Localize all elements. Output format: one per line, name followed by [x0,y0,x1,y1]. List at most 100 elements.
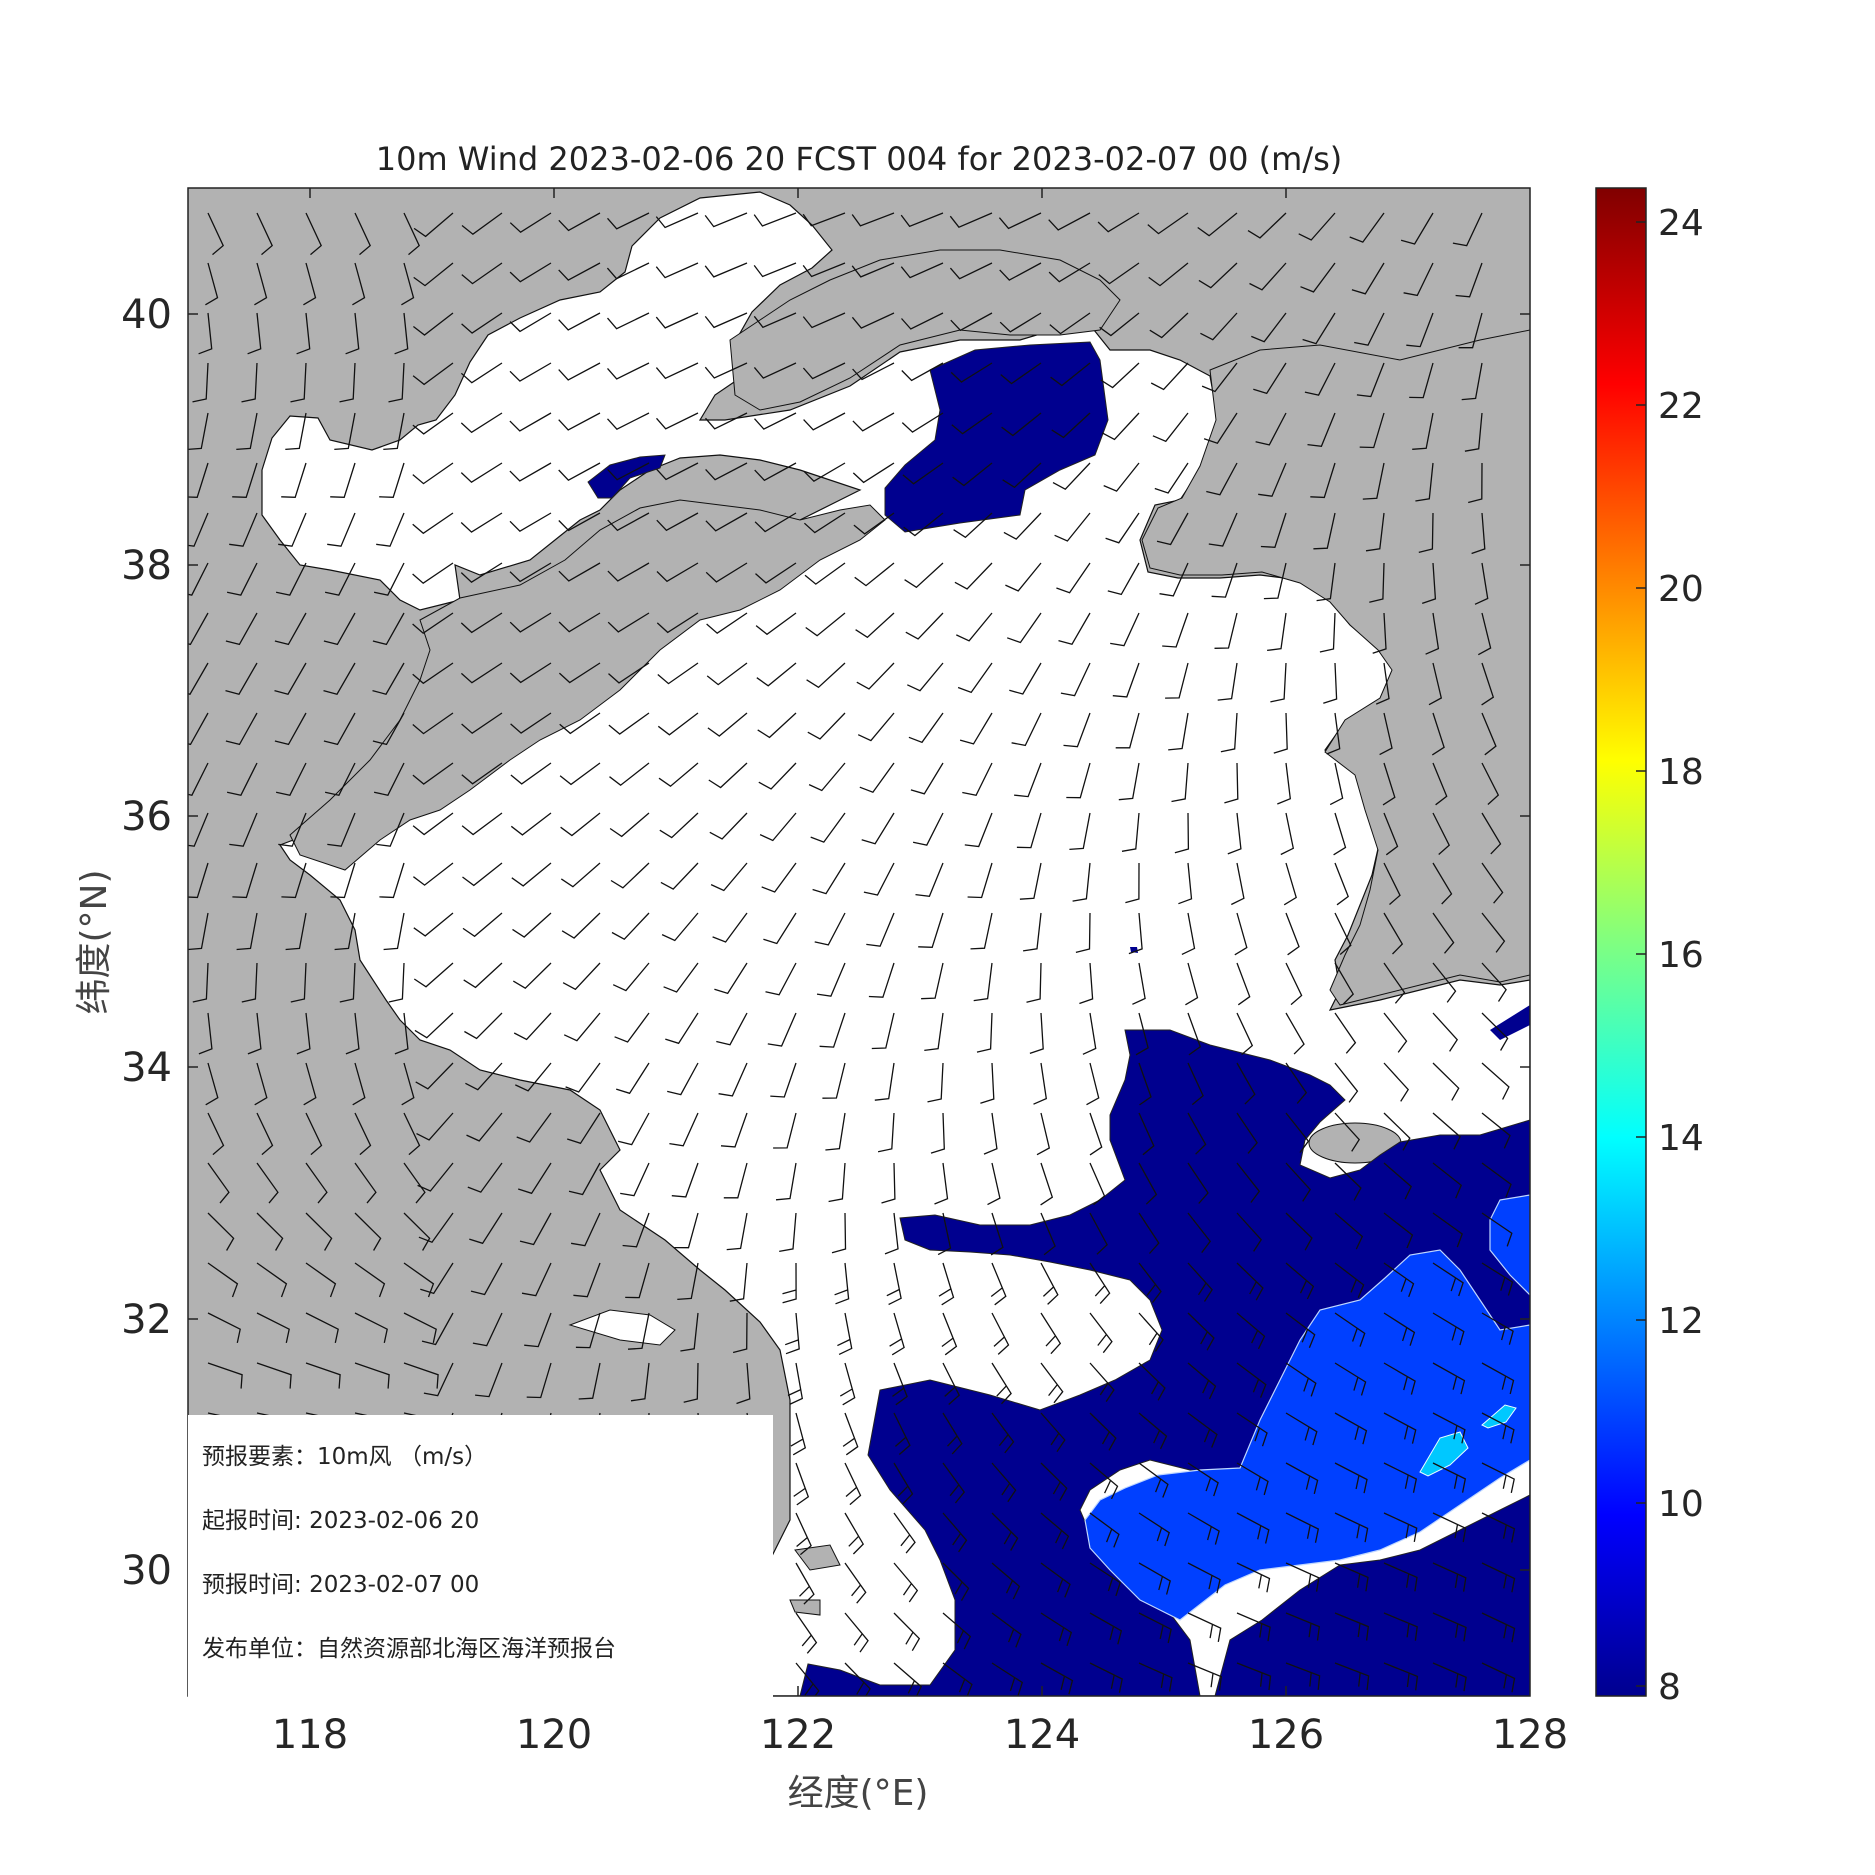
wind-barb [334,412,356,451]
wind-barb [1307,412,1336,448]
wind-barb [706,612,748,635]
wind-barb [1089,1512,1120,1548]
wind-barb [1334,1162,1362,1201]
wind-barb [403,1112,421,1156]
wind-barb [1334,1612,1370,1641]
wind-barb [704,312,748,329]
wind-barb [942,1412,963,1455]
wind-barb [814,912,846,946]
wind-barb [1383,1412,1417,1444]
wind-barb [881,1162,896,1204]
wind-barb [1334,1062,1359,1103]
wind-barb [1236,962,1251,1006]
wind-barb [617,1112,650,1146]
wind-barb [904,562,944,589]
wind-barb [787,1362,804,1405]
wind-barb [509,512,552,533]
wind-barb [334,912,356,951]
wind-barb [461,212,503,236]
wind-barb [1458,312,1483,349]
wind-barb [1481,1612,1516,1643]
wind-barb [1481,1362,1515,1395]
wind-barb [565,1062,601,1093]
wind-barb [275,762,307,796]
wind-barb [976,1012,993,1053]
wind-barb [1187,1062,1204,1106]
wind-barb [1481,1012,1509,1051]
wind-barb [852,412,895,432]
wind-barb [372,662,405,695]
wind-barb [677,1262,699,1301]
wind-barb [671,1162,699,1198]
wind-barb [1365,512,1385,552]
wind-barb [1351,262,1385,295]
wind-barb [1412,412,1434,450]
wind-barb [376,812,405,847]
wind-barb [1171,762,1189,803]
wind-barb [296,312,311,355]
wind-barb [188,412,209,451]
liaodong-land [729,249,1121,411]
wind-barb [1121,812,1140,852]
wind-barb [373,762,405,796]
wind-barb [413,862,454,886]
wind-barb [413,262,454,287]
wind-barb [1383,812,1399,856]
wind-barb [412,462,454,485]
wind-barb [466,1112,503,1142]
wind-barb [1270,662,1287,703]
wind-barb [1334,962,1355,1005]
wind-barb [1285,1612,1321,1641]
wind-barb [837,1312,853,1355]
wind-barb [1432,1262,1464,1297]
wind-barb [991,1512,1019,1551]
wind-barb [755,612,797,636]
wind-barb [607,562,650,582]
wind-barb [893,1612,921,1652]
wind-barb [1187,1112,1207,1155]
wind-barb [607,462,650,481]
wind-barb [828,1162,846,1203]
wind-barb [524,1312,552,1348]
wind-barb [1298,212,1336,241]
wind-barb [1110,612,1140,647]
wind-barb [403,1362,439,1389]
wind-barb [305,212,322,256]
wind-barb [991,1312,1010,1355]
wind-barb [802,212,846,227]
wind-barb [1481,762,1500,805]
wind-barb [1050,362,1091,387]
wind-barb [1089,1562,1121,1597]
wind-barb [991,1412,1015,1454]
wind-barb [285,412,307,451]
wind-barb [274,662,307,695]
wind-barb [515,1062,552,1092]
wind-barb [330,862,356,899]
wind-barb [1359,412,1385,449]
wind-barb [1100,362,1140,389]
wind-barb [509,562,552,583]
wind-barb [1040,1212,1056,1256]
wind-barb [1304,362,1336,396]
wind-barb [1168,712,1189,751]
wind-barb [765,962,797,996]
wind-barb [1383,1612,1418,1641]
wind-barb [1481,1512,1516,1543]
wind-barb [659,812,699,839]
wind-barb [822,1062,846,1099]
wind-barb [674,1212,699,1249]
wind-barb [559,712,601,735]
wind-barb [1432,1612,1467,1642]
wind-barb [413,912,454,937]
wind-barb [941,1312,958,1356]
wind-barb [1185,962,1199,1006]
wind-barb [1197,212,1238,237]
wind-barb [937,1212,952,1256]
wind-barb [188,812,209,847]
wind-barb [207,1312,241,1344]
wind-barb [1187,1262,1213,1302]
wind-barb [1334,1262,1365,1299]
wind-barb [877,1112,895,1153]
wind-barb [1300,262,1336,293]
